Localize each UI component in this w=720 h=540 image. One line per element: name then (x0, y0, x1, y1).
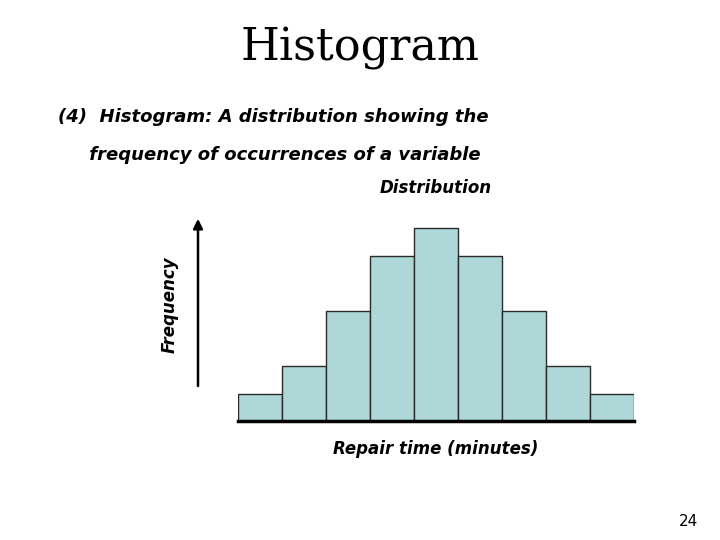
Bar (546, 366, 590, 421)
Text: Frequency: Frequency (160, 257, 179, 353)
Bar (458, 256, 502, 421)
Bar (590, 394, 634, 421)
Bar (413, 228, 458, 421)
Bar (369, 256, 413, 421)
Text: Histogram: Histogram (240, 27, 480, 70)
Text: Repair time (minutes): Repair time (minutes) (333, 440, 539, 458)
Bar (238, 394, 282, 421)
Bar (325, 311, 369, 421)
Text: 24: 24 (679, 514, 698, 529)
Bar (282, 366, 325, 421)
Text: (4)  Histogram: A distribution showing the: (4) Histogram: A distribution showing th… (58, 108, 488, 126)
Bar (502, 311, 546, 421)
Text: Distribution: Distribution (379, 179, 492, 197)
Text: frequency of occurrences of a variable: frequency of occurrences of a variable (58, 146, 480, 164)
